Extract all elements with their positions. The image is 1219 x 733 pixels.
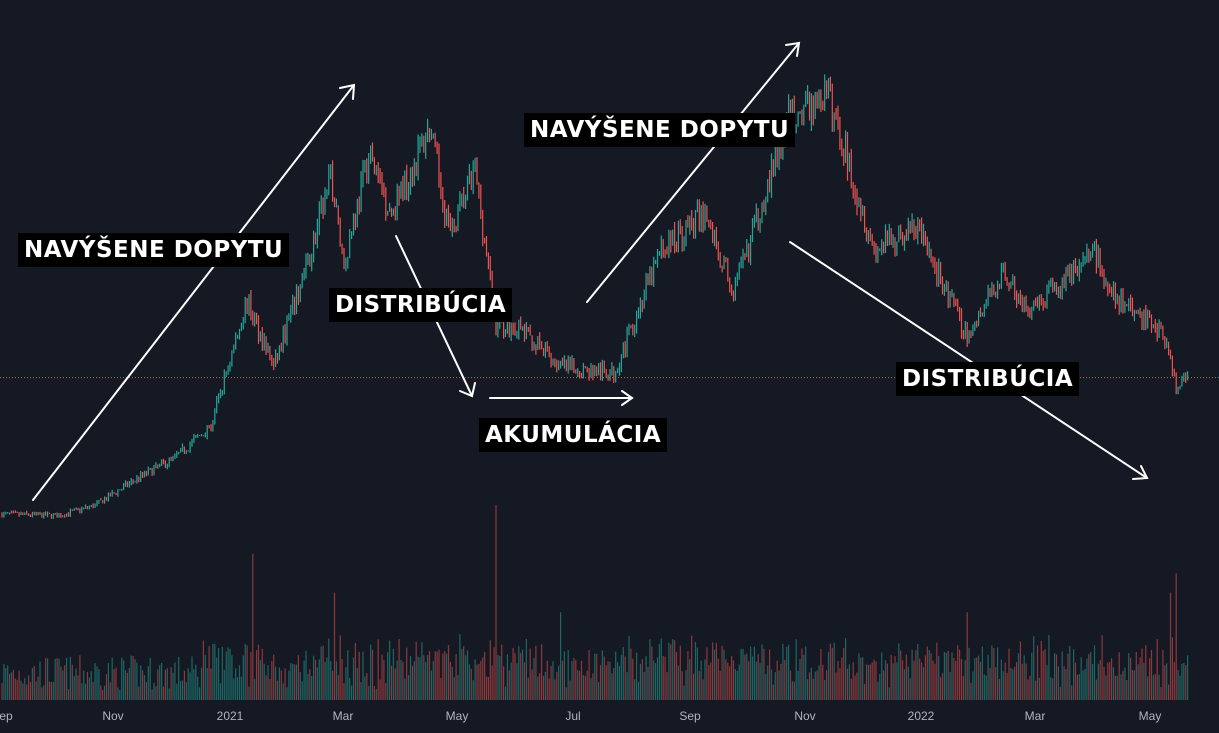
x-tick-label: Sep <box>679 709 701 723</box>
x-tick-label: Nov <box>102 709 123 723</box>
arrow-icon <box>789 241 1149 480</box>
x-tick-label: Mar <box>1025 709 1046 723</box>
x-tick-label: 2021 <box>217 709 244 723</box>
arrow-icon <box>489 390 634 406</box>
x-tick-label: Nov <box>794 709 815 723</box>
x-tick-label: May <box>1139 709 1162 723</box>
annotation-label: NAVÝŠENE DOPYTU <box>18 233 290 267</box>
arrow-icon <box>586 41 801 303</box>
x-tick-label: Jul <box>565 709 580 723</box>
x-axis: Sep Nov 2021 Mar May Jul Sep Nov 2022 Mar May <box>0 709 1161 723</box>
annotation-label: AKUMULÁCIA <box>479 418 668 452</box>
x-tick-label: Mar <box>333 709 354 723</box>
annotation-label: DISTRIBÚCIA <box>896 362 1080 396</box>
x-tick-label: Sep <box>0 709 13 723</box>
candles <box>1 74 1189 520</box>
x-tick-label: May <box>446 709 469 723</box>
annotation-arrows <box>32 41 1149 501</box>
x-tick-label: 2022 <box>908 709 935 723</box>
volume-bars <box>1 505 1189 700</box>
annotation-label: NAVÝŠENE DOPYTU <box>524 113 796 147</box>
annotation-label: DISTRIBÚCIA <box>329 288 513 322</box>
arrow-icon <box>32 83 356 501</box>
